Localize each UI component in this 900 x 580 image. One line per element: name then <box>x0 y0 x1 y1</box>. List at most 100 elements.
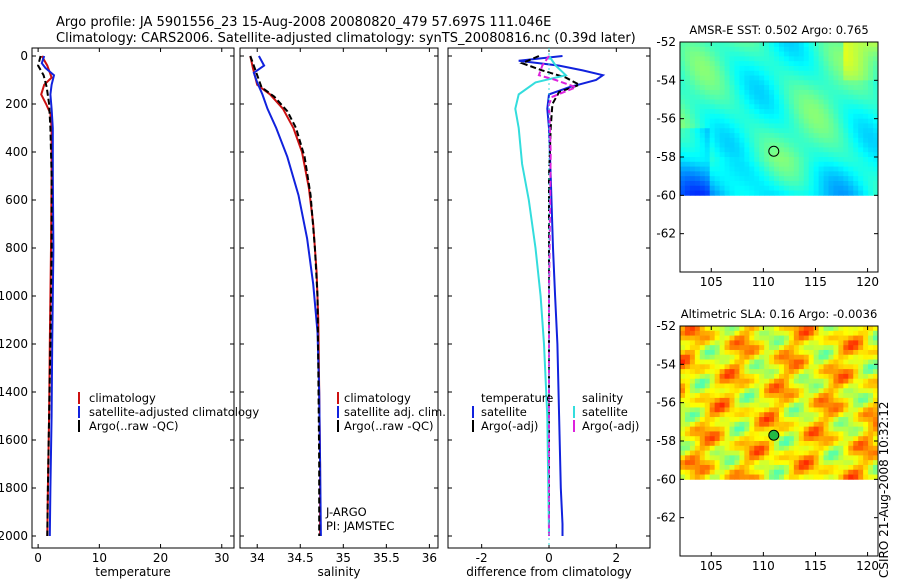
heatmap-cell <box>823 137 829 144</box>
heatmap-cell <box>818 42 824 48</box>
heatmap-cell <box>868 133 874 139</box>
heatmap-cell <box>724 123 730 129</box>
heatmap-cell <box>714 397 720 404</box>
heatmap-cell <box>774 407 780 413</box>
heatmap-cell <box>808 474 815 480</box>
heatmap-cell <box>714 436 720 442</box>
heatmap-cell <box>729 75 735 81</box>
heatmap-cell <box>873 397 879 404</box>
heatmap-cell <box>858 412 864 418</box>
y-tick-label: 0 <box>20 49 28 63</box>
heatmap-cell <box>749 180 755 187</box>
heatmap-cell <box>853 142 859 148</box>
heatmap-cell <box>744 378 750 384</box>
heatmap-cell <box>749 326 755 332</box>
heatmap-cell <box>808 469 815 475</box>
heatmap-cell <box>744 190 750 196</box>
heatmap-cell <box>769 70 775 76</box>
heatmap-cell <box>873 388 879 394</box>
heatmap-cell <box>868 330 874 336</box>
heatmap-cell <box>759 412 765 418</box>
heatmap-cell <box>873 147 879 153</box>
heatmap-cell <box>699 402 706 408</box>
heatmap-cell <box>764 147 770 153</box>
heatmap-cell <box>828 137 834 144</box>
heatmap-cell <box>699 474 706 480</box>
heatmap-cell <box>714 133 720 139</box>
heatmap-cell <box>749 94 755 100</box>
heatmap-cell <box>689 369 696 375</box>
heatmap-cell <box>833 142 839 148</box>
heatmap-cell <box>769 474 775 480</box>
heatmap-cell <box>779 166 785 172</box>
heatmap-cell <box>699 349 706 356</box>
heatmap-cell <box>863 166 869 172</box>
heatmap-cell <box>724 94 730 100</box>
heatmap-cell <box>793 133 800 139</box>
heatmap-cell <box>833 373 839 380</box>
heatmap-cell <box>714 354 720 360</box>
heatmap-cell <box>724 436 730 442</box>
heatmap-cell <box>729 373 735 380</box>
heatmap-cell <box>759 445 765 451</box>
heatmap-cell <box>694 345 701 351</box>
heatmap-cell <box>709 364 716 370</box>
heatmap-cell <box>749 128 755 134</box>
heatmap-cell <box>759 94 765 100</box>
heatmap-cell <box>823 128 829 134</box>
heatmap-cell <box>783 147 790 153</box>
heatmap-cell <box>734 397 740 404</box>
heatmap-cell <box>803 441 810 447</box>
heatmap-cell <box>848 56 854 62</box>
heatmap-cell <box>873 431 879 437</box>
heatmap-cell <box>848 180 854 187</box>
heatmap-cell <box>684 46 691 52</box>
heatmap-cell <box>749 464 755 471</box>
heatmap-cell <box>858 128 864 134</box>
heatmap-cell <box>788 450 795 456</box>
heatmap-cell <box>853 65 859 72</box>
heatmap-cell <box>838 161 844 167</box>
heatmap-cell <box>739 166 745 172</box>
y-tick-label: -56 <box>656 112 676 126</box>
heatmap-cell <box>719 393 725 399</box>
heatmap-cell <box>823 180 829 187</box>
heatmap-cell <box>694 157 701 163</box>
heatmap-cell <box>873 85 879 91</box>
heatmap-cell <box>823 388 829 394</box>
heatmap-cell <box>818 128 824 134</box>
heatmap-cell <box>699 364 706 370</box>
heatmap-cell <box>783 445 790 451</box>
heatmap-cell <box>818 185 824 191</box>
heatmap-cell <box>853 185 859 191</box>
heatmap-cell <box>744 330 750 336</box>
heatmap-cell <box>769 354 775 360</box>
heatmap-cell <box>694 65 701 72</box>
heatmap-cell <box>774 349 780 356</box>
heatmap-cell <box>739 450 745 456</box>
heatmap-cell <box>808 369 815 375</box>
heatmap-cell <box>774 46 780 52</box>
heatmap-cell <box>783 354 790 360</box>
heatmap-cell <box>764 426 770 432</box>
heatmap-cell <box>848 441 854 447</box>
heatmap-cell <box>853 469 859 475</box>
x-tick-label: 35 <box>336 551 351 565</box>
heatmap-cell <box>759 436 765 442</box>
heatmap-cell <box>838 80 844 86</box>
y-tick-label: 400 <box>5 145 28 159</box>
heatmap-cell <box>863 157 869 163</box>
heatmap-cell <box>843 474 849 480</box>
heatmap-cell <box>749 70 755 76</box>
heatmap-cell <box>818 402 824 408</box>
heatmap-cell <box>694 460 701 466</box>
heatmap-cell <box>684 171 691 177</box>
heatmap-cell <box>684 469 691 475</box>
heatmap-cell <box>759 166 765 172</box>
heatmap-cell <box>808 378 815 384</box>
heatmap-cell <box>694 393 701 399</box>
heatmap-cell <box>798 190 805 196</box>
heatmap-cell <box>680 388 686 394</box>
heatmap-cell <box>729 330 735 336</box>
heatmap-cell <box>714 326 720 332</box>
